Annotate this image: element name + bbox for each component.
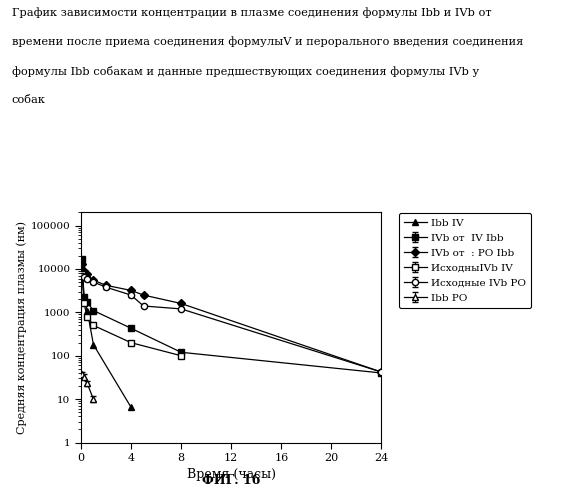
Text: времени после приема соединения формулыV и перорального введения соединения: времени после приема соединения формулыV… xyxy=(12,36,523,48)
Ibb IV xyxy=(80,294,87,300)
Text: формулы Ibb собакам и данные предшествующих соединения формулы IVb у: формулы Ibb собакам и данные предшествую… xyxy=(12,66,479,76)
Line: Ibb IV: Ibb IV xyxy=(79,265,134,410)
Ibb IV xyxy=(79,265,86,271)
Legend: Ibb IV, IVb от  IV Ibb, IVb от  : PO Ibb, ИсходныIVb IV, Исходные IVb PO, Ibb PO: Ibb IV, IVb от IV Ibb, IVb от : PO Ibb, … xyxy=(399,213,531,308)
Ibb IV xyxy=(90,342,97,347)
Text: собак: собак xyxy=(12,94,46,104)
Text: График зависимости концентрации в плазме соединения формулы Ibb и IVb от: График зависимости концентрации в плазме… xyxy=(12,8,491,18)
Y-axis label: Средняя концентрация плазмы (нм): Средняя концентрация плазмы (нм) xyxy=(16,221,27,434)
X-axis label: Время (часы): Время (часы) xyxy=(187,468,276,481)
Text: ФИГ. 16: ФИГ. 16 xyxy=(202,474,260,488)
Ibb IV xyxy=(84,308,91,314)
Ibb IV xyxy=(128,404,135,410)
